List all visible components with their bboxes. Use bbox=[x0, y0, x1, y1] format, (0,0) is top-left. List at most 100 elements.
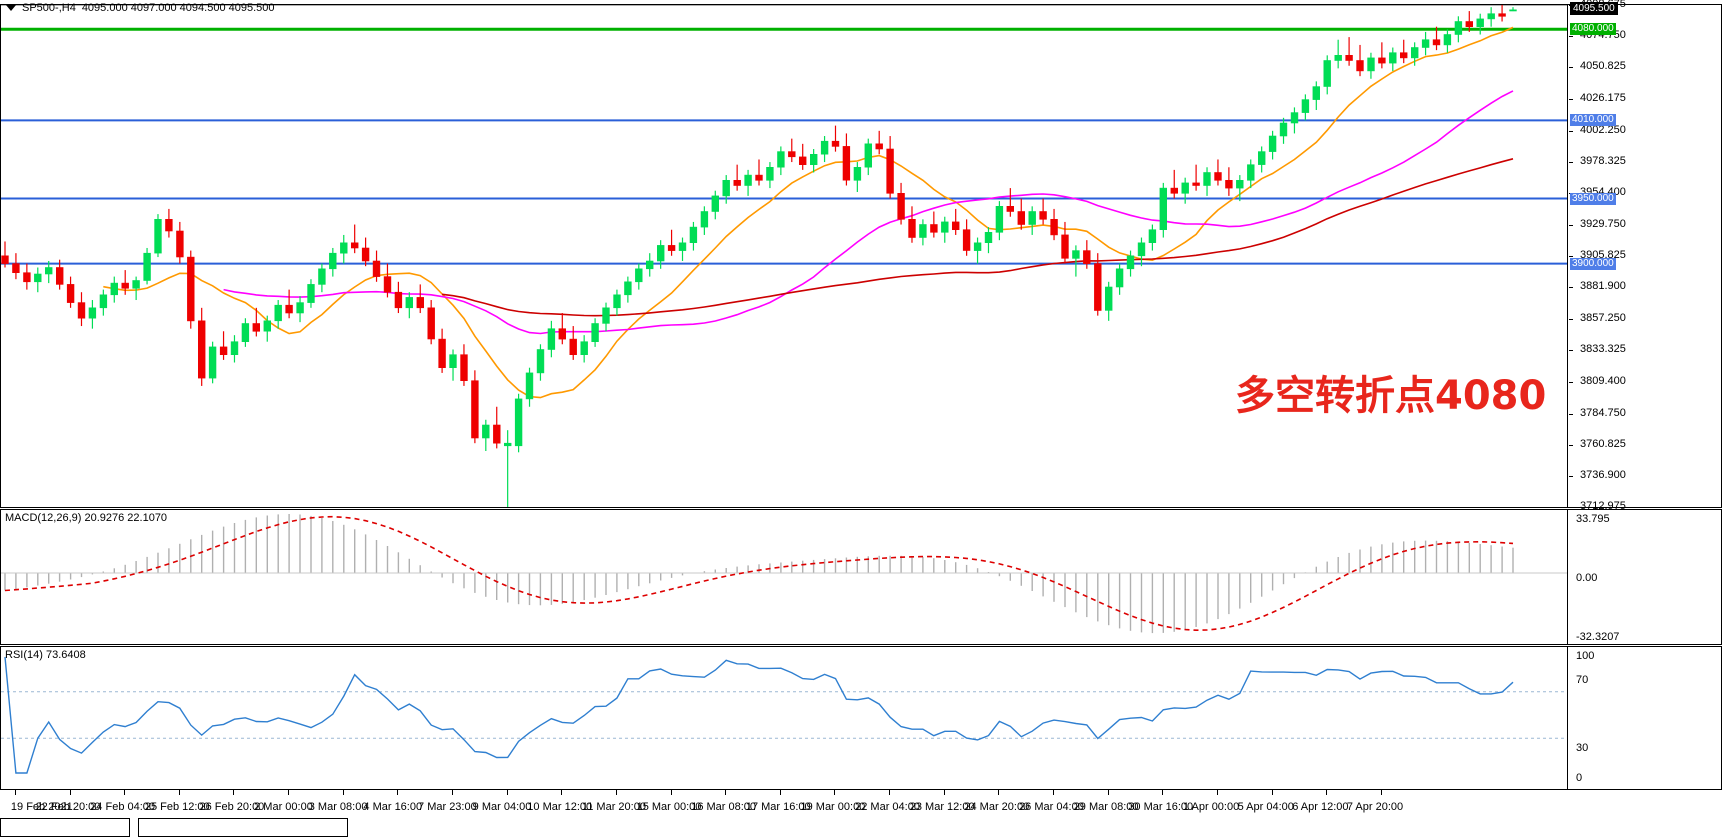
price-chart-panel[interactable] bbox=[0, 4, 1568, 508]
time-axis-tick-label: 19 Mar 00:00 bbox=[800, 801, 866, 813]
time-axis-tick-label: 23 Mar 12:00 bbox=[909, 801, 975, 813]
rsi-axis-tick-label: 70 bbox=[1576, 674, 1589, 686]
price-axis-tick bbox=[1569, 256, 1573, 257]
price-axis-tick bbox=[1569, 319, 1573, 321]
macd-axis: 33.795 0.00 -32.3207 bbox=[1568, 509, 1722, 645]
price-axis-tick-label: 3905.825 bbox=[1580, 249, 1626, 261]
current-price-tag: 4095.500 bbox=[1570, 2, 1618, 16]
rsi-axis-tick-label: 100 bbox=[1576, 650, 1595, 662]
time-axis-tick bbox=[1326, 790, 1327, 795]
time-axis-tick bbox=[725, 790, 726, 795]
price-axis-tick bbox=[1569, 350, 1573, 352]
time-axis-tick bbox=[1381, 790, 1382, 795]
price-axis-tick-label: 3760.825 bbox=[1580, 437, 1626, 450]
price-axis-tick-label: 4050.825 bbox=[1580, 60, 1626, 73]
time-axis-tick-label: 3 Mar 08:00 bbox=[308, 801, 368, 813]
time-axis-tick-label: 29 Mar 08:00 bbox=[1073, 801, 1139, 813]
time-axis-tick bbox=[616, 790, 617, 795]
time-axis-tick-label: 9 Mar 04:00 bbox=[472, 801, 532, 813]
level-tag-4010: 4010.000 bbox=[1570, 114, 1616, 127]
status-row bbox=[0, 816, 1722, 838]
time-axis-tick bbox=[561, 790, 562, 795]
time-axis-tick-label: 24 Mar 20:00 bbox=[964, 801, 1030, 813]
price-axis-tick bbox=[1569, 130, 1573, 132]
price-axis-tick bbox=[1569, 161, 1573, 163]
time-axis-tick-label: 6 Apr 12:00 bbox=[1292, 801, 1349, 813]
time-axis-tick-label: 22 Feb 20:00 bbox=[35, 801, 101, 813]
rsi-axis-tick-label: 0 bbox=[1576, 772, 1583, 784]
macd-panel[interactable] bbox=[0, 509, 1568, 645]
macd-canvas bbox=[1, 514, 1567, 634]
ohlc-values-label: 4095.000 4097.000 4094.500 4095.500 bbox=[81, 2, 275, 14]
price-axis-tick-label: 3881.900 bbox=[1580, 280, 1626, 293]
time-axis-tick bbox=[233, 790, 234, 795]
time-axis-tick bbox=[889, 790, 890, 795]
time-axis-tick bbox=[507, 790, 508, 795]
time-axis-tick bbox=[944, 790, 945, 795]
time-axis-tick bbox=[1162, 790, 1163, 795]
time-axis-tick-label: 22 Mar 04:00 bbox=[855, 801, 920, 813]
time-axis-tick-label: 25 Feb 12:00 bbox=[144, 801, 210, 813]
time-axis-tick bbox=[780, 790, 781, 795]
time-axis-tick-label: 24 Feb 04:00 bbox=[90, 801, 156, 813]
time-axis-tick bbox=[452, 790, 453, 795]
time-axis-tick-label: 5 Apr 04:00 bbox=[1237, 801, 1294, 813]
price-axis-tick bbox=[1569, 99, 1573, 101]
time-axis-tick-label: 7 Mar 23:00 bbox=[418, 801, 477, 813]
time-axis-tick-label: 15 Mar 00:00 bbox=[636, 801, 702, 813]
time-axis-tick bbox=[998, 790, 999, 795]
time-axis-tick bbox=[1217, 790, 1218, 795]
symbol-timeframe-label: SP500-,H4 bbox=[22, 2, 76, 14]
rsi-label: RSI(14) 73.6408 bbox=[5, 649, 86, 661]
time-axis-tick bbox=[1108, 790, 1109, 795]
time-axis-tick bbox=[397, 790, 398, 795]
price-axis-tick bbox=[1569, 413, 1573, 415]
rsi-panel[interactable] bbox=[0, 646, 1568, 790]
price-axis-tick bbox=[1569, 67, 1573, 69]
time-axis-tick-label: 17 Mar 16:00 bbox=[745, 801, 811, 813]
rsi-axis: 100 70 30 0 bbox=[1568, 646, 1722, 790]
status-box-right[interactable] bbox=[138, 818, 348, 837]
time-axis-tick bbox=[1272, 790, 1273, 795]
price-axis-tick-label: 3857.250 bbox=[1580, 312, 1626, 325]
price-axis-tick-label: 3736.900 bbox=[1580, 468, 1626, 481]
time-axis-tick-label: 1 Apr 00:00 bbox=[1182, 801, 1240, 813]
time-axis-tick bbox=[124, 790, 125, 795]
chevron-down-icon[interactable] bbox=[6, 5, 16, 11]
price-axis-tick bbox=[1569, 444, 1573, 446]
price-axis-tick-label: 3954.400 bbox=[1580, 186, 1626, 198]
price-axis-tick-label: 3809.400 bbox=[1580, 374, 1626, 387]
time-axis-tick-label: 19 Feb 2021 bbox=[10, 801, 73, 813]
price-chart-canvas bbox=[1, 5, 1567, 507]
price-axis[interactable]: 4098.6754074.7504050.8254026.1754002.250… bbox=[1568, 0, 1722, 512]
time-axis-tick bbox=[70, 790, 71, 795]
price-axis-tick-label: 4026.175 bbox=[1580, 92, 1626, 105]
level-tag-3950: 3950.000 bbox=[1570, 192, 1616, 205]
rsi-axis-tick-label: 30 bbox=[1576, 742, 1589, 754]
level-tag-4080: 4080.000 bbox=[1570, 23, 1616, 36]
time-axis-tick-label: 16 Mar 08:00 bbox=[691, 801, 757, 813]
status-box-left[interactable] bbox=[0, 818, 130, 837]
time-axis-tick bbox=[179, 790, 180, 795]
time-axis-tick bbox=[1053, 790, 1054, 795]
time-axis-tick bbox=[343, 790, 344, 795]
rsi-canvas bbox=[1, 656, 1567, 774]
price-axis-tick-label: 3978.325 bbox=[1580, 154, 1626, 167]
price-axis-tick-label: 3712.975 bbox=[1580, 500, 1626, 512]
price-axis-tick bbox=[1569, 36, 1573, 38]
time-axis-tick-label: 11 Mar 20:00 bbox=[581, 801, 646, 813]
time-axis-tick-label: 7 Apr 20:00 bbox=[1346, 801, 1404, 813]
macd-axis-tick-label: 0.00 bbox=[1576, 572, 1598, 584]
time-axis-tick-label: 4 Mar 16:00 bbox=[363, 801, 423, 813]
time-axis-tick-label: 26 Mar 04:00 bbox=[1019, 801, 1084, 813]
price-axis-tick-label: 3929.750 bbox=[1580, 217, 1626, 230]
macd-label: MACD(12,26,9) 20.9276 22.1070 bbox=[5, 512, 168, 524]
time-axis-tick bbox=[671, 790, 672, 795]
time-axis[interactable]: 19 Feb 2021 22 Feb 20:00 24 Feb 04:00 25 Fe… bbox=[0, 790, 1722, 816]
price-axis-tick bbox=[1569, 475, 1573, 477]
price-axis-tick-label: 3833.325 bbox=[1580, 343, 1626, 356]
price-axis-tick bbox=[1569, 224, 1573, 226]
macd-axis-tick-label: -32.3207 bbox=[1576, 631, 1620, 643]
price-axis-tick bbox=[1569, 507, 1573, 508]
